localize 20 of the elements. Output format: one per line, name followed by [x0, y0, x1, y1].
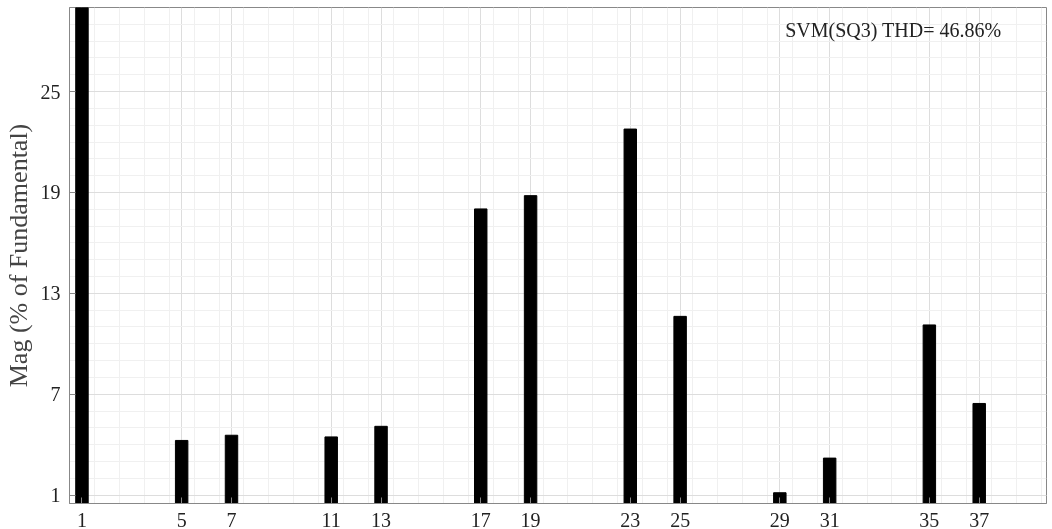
x-tick-label: 31 — [819, 508, 840, 529]
x-tick-label: 37 — [969, 508, 990, 529]
x-tick-label: 17 — [470, 508, 491, 529]
y-tick-label: 13 — [40, 282, 61, 305]
annotation: SVM(SQ3) THD= 46.86% — [785, 18, 1002, 42]
x-tick-label: 25 — [670, 508, 691, 529]
y-tick-label: 25 — [40, 80, 61, 103]
y-tick-label: 19 — [40, 181, 61, 204]
y-tick-label: 1 — [50, 484, 61, 507]
y-axis-title: Mag (% of Fundamental) — [3, 123, 33, 388]
x-tick-label: 1 — [76, 508, 87, 529]
x-tick-label: 29 — [769, 508, 790, 529]
x-tick-label: 11 — [321, 508, 341, 529]
x-tick-label: 7 — [226, 508, 237, 529]
x-tick-label: 23 — [620, 508, 641, 529]
x-tick-label: 19 — [520, 508, 541, 529]
y-tick-label: 7 — [50, 383, 61, 406]
x-tick-label: 13 — [371, 508, 392, 529]
x-tick-label: 5 — [176, 508, 187, 529]
x-tick-label: 35 — [919, 508, 940, 529]
